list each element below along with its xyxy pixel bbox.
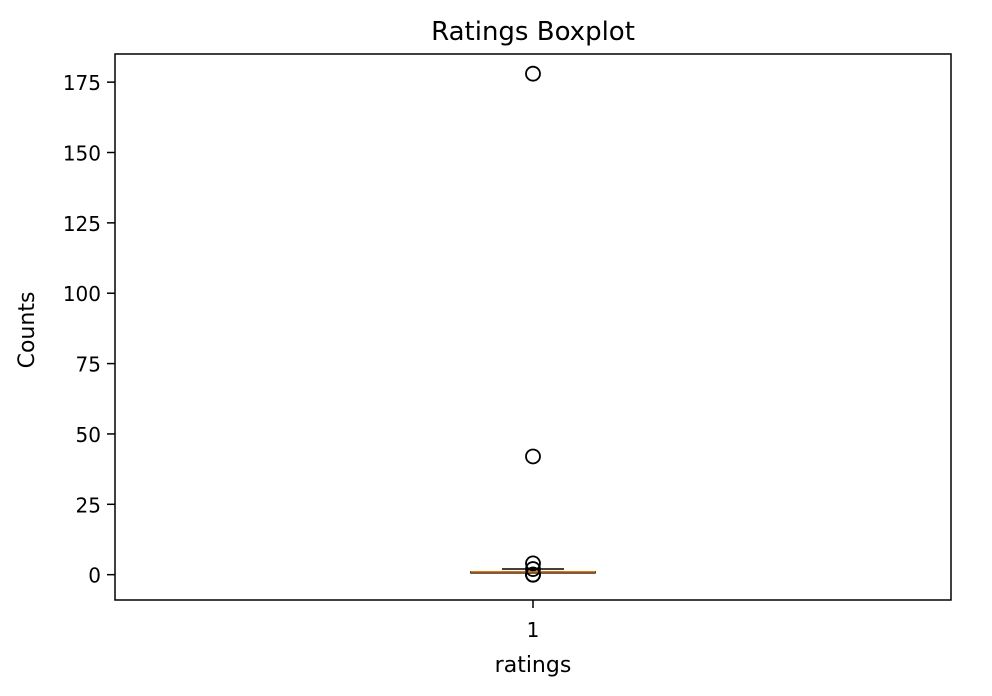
outlier-point	[525, 561, 541, 577]
chart-title: Ratings Boxplot	[431, 17, 635, 47]
plot-frame	[114, 53, 952, 601]
outlier-point	[525, 555, 541, 572]
outlier-point	[525, 448, 541, 465]
y-tick-label: 50	[76, 423, 101, 447]
y-tick-label: 125	[63, 212, 101, 236]
x-tick-label: 1	[527, 618, 540, 642]
outlier-point	[525, 566, 541, 583]
y-tick-label: 175	[63, 71, 101, 95]
y-tick-label: 25	[76, 493, 101, 517]
x-axis-label: ratings	[495, 653, 572, 678]
y-tick-label: 75	[76, 353, 101, 377]
outlier-point	[525, 65, 541, 82]
y-tick-label: 100	[63, 282, 101, 306]
y-tick-label: 150	[63, 142, 101, 166]
y-axis-label: Counts	[15, 292, 40, 369]
y-tick-label: 0	[88, 564, 101, 588]
plot-area	[470, 65, 596, 583]
